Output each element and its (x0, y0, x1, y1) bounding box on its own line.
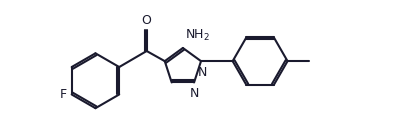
Text: NH$_2$: NH$_2$ (185, 28, 210, 43)
Text: N: N (190, 87, 199, 100)
Text: F: F (60, 88, 67, 101)
Text: O: O (142, 14, 152, 27)
Text: N: N (197, 66, 207, 79)
